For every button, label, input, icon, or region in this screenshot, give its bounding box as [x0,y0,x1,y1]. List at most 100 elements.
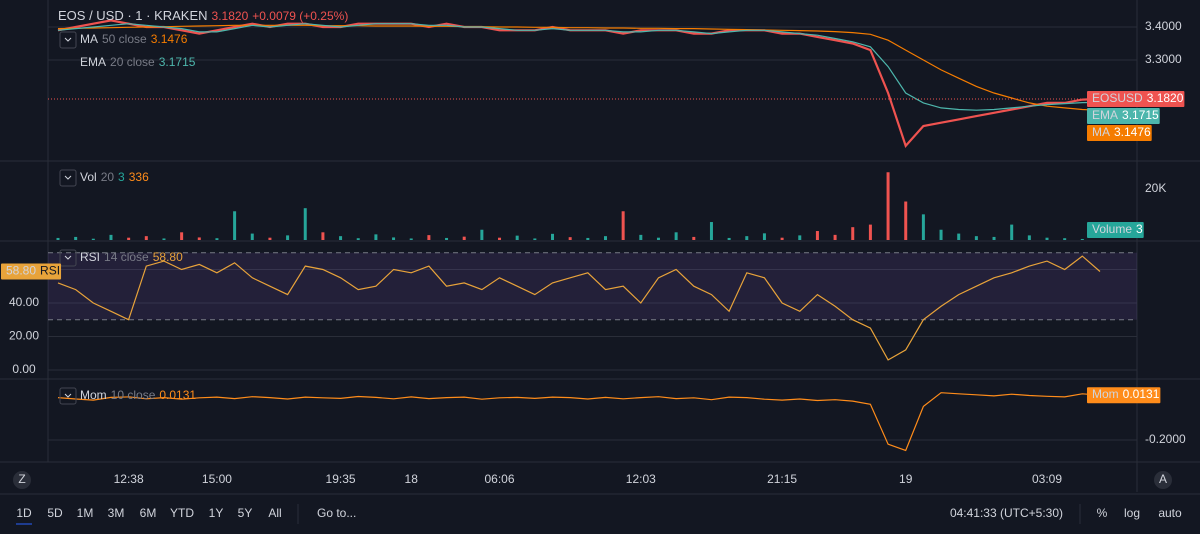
indicator-params: 50 close [102,32,147,46]
volume-bar [815,231,819,240]
x-tick-label: 21:15 [767,472,797,486]
value-label: EOSUSD 3.1820 [1092,91,1184,105]
volume-bar [639,234,643,240]
value-label-name: EOSUSD [1092,91,1143,105]
collapse-button[interactable] [59,169,77,187]
indicator-name: EMA [80,55,106,69]
volume-bar [762,233,766,240]
range-button[interactable]: 6M [140,506,157,520]
indicator-name: Mom [80,388,107,402]
indicator-params: 14 close [104,250,149,264]
range-button[interactable]: 1M [77,506,94,520]
volume-bar [974,236,978,240]
volume-bar [286,235,290,240]
indicator-legend: EMA 20 close 3.1715 [80,55,196,69]
value-label-name: Volume [1092,222,1132,236]
collapse-button[interactable] [59,249,77,267]
range-button[interactable]: 5D [47,506,63,520]
volume-bar [480,229,484,240]
indicator-name: MA [80,32,98,46]
volume-bar [586,237,590,240]
scale-option[interactable]: log [1124,506,1140,520]
volume-bar [603,236,607,240]
volume-bar [303,208,307,240]
goto-button[interactable]: Go to... [317,506,356,520]
volume-bar [56,237,60,240]
x-tick-label: 15:00 [202,472,232,486]
volume-bar [91,238,95,240]
volume-bar [656,237,660,240]
price-change: +0.0079 (+0.25%) [252,9,348,23]
value-label: 58.80 RSI [6,264,60,278]
scale-button-label[interactable]: A [1159,472,1167,486]
indicator-legend: MA 50 close 3.1476 [80,32,188,46]
volume-bar [1045,237,1049,240]
scale-button[interactable] [13,471,31,489]
value-label-name: MA [1092,125,1110,139]
collapse-button[interactable] [59,31,77,49]
volume-bar [674,232,678,240]
y-tick-label: 0.00 [12,362,36,376]
indicator-value: 3.1476 [151,32,188,46]
volume-bar [551,233,555,240]
y-tick-label: -0.2000 [1145,432,1186,446]
volume-bar [1063,238,1067,240]
volume-bar [904,201,908,240]
range-button[interactable]: All [268,506,281,520]
volume-bar [127,237,131,240]
rsi-band [48,252,1137,320]
volume-bar [74,236,78,240]
volume-bar [533,238,537,240]
value-label-box [1087,387,1161,404]
volume-bar [215,238,219,240]
volume-bar [957,233,961,240]
last-price: 3.1820 [212,9,249,23]
volume-bar [339,236,343,240]
line-series [57,255,1101,361]
volume-bar [1010,224,1014,240]
volume-bar [233,211,237,240]
scale-button[interactable] [1154,471,1172,489]
indicator-legend: RSI 14 close 58.80 [80,250,183,264]
indicator-params: 20 close [110,55,155,69]
indicator-value: 0.0131 [159,388,196,402]
line-series [57,392,1101,452]
range-button[interactable]: YTD [170,506,194,520]
range-button[interactable]: 1Y [209,506,224,520]
value-label: Mom 0.0131 [1092,387,1160,401]
value-label-box [1087,90,1185,107]
volume-bar [162,238,166,240]
range-button[interactable]: 3M [108,506,125,520]
value-label-number: 3.1715 [1122,108,1159,122]
value-label-name: Mom [1092,387,1119,401]
chevron-icon [64,175,72,180]
indicator-params: 10 close [111,388,156,402]
scale-option[interactable]: % [1097,506,1108,520]
scale-option[interactable]: auto [1158,506,1182,520]
volume-bar [445,237,449,240]
value-label-number: 0.0131 [1123,387,1160,401]
value-label-box [1087,124,1152,141]
indicator-name: Vol [80,170,97,184]
value-label-number: 3.1820 [1147,91,1184,105]
y-tick-label: 20K [1145,181,1166,195]
volume-bar [939,229,943,240]
value-label: MA 3.1476 [1092,125,1151,139]
scale-button-label[interactable]: Z [18,472,25,486]
clock: 04:41:33 (UTC+5:30) [950,506,1063,520]
range-button[interactable]: 5Y [238,506,253,520]
y-tick-label: 20.00 [9,329,39,343]
toolbar [0,494,1200,534]
volume-bar [515,235,519,240]
indicator-ma-value: 336 [129,170,149,184]
volume-bar [250,233,254,240]
volume-bar [692,236,696,240]
volume-bar [851,227,855,240]
line-series [57,24,1101,111]
volume-bar [197,237,201,240]
collapse-button[interactable] [59,387,77,405]
symbol-header: EOS / USD · 1 · KRAKEN 3.1820 +0.0079 (+0.… [58,8,348,23]
value-label-box [1,263,62,280]
range-button[interactable]: 1D [16,506,32,520]
